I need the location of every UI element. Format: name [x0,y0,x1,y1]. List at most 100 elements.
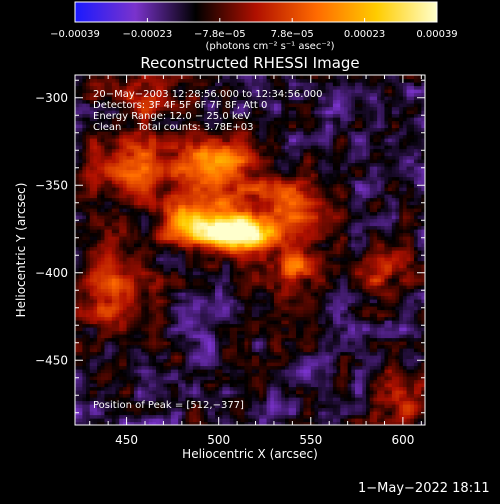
heatmap-cell [285,296,289,300]
heatmap-cell [388,415,392,419]
heatmap-cell [160,310,164,314]
heatmap-cell [174,345,178,349]
heatmap-cell [359,278,363,282]
heatmap-cell [366,285,370,289]
heatmap-cell [307,320,311,324]
heatmap-cell [274,359,278,363]
heatmap-cell [230,261,234,265]
heatmap-cell [337,292,341,296]
heatmap-cell [86,247,90,251]
heatmap-cell [340,355,344,359]
heatmap-cell [186,292,190,296]
heatmap-cell [127,411,131,415]
heatmap-cell [79,296,83,300]
heatmap-cell [407,254,411,258]
heatmap-cell [259,278,263,282]
heatmap-cell [186,261,190,265]
heatmap-cell [230,320,234,324]
heatmap-cell [141,376,145,380]
heatmap-cell [359,320,363,324]
heatmap-cell [348,275,352,279]
heatmap-cell [344,408,348,412]
heatmap-cell [340,383,344,387]
heatmap-cell [381,285,385,289]
heatmap-cell [259,303,263,307]
heatmap-cell [119,352,123,356]
heatmap-cell [167,268,171,272]
heatmap-cell [333,327,337,331]
heatmap-cell [289,271,293,275]
heatmap-cell [414,264,418,268]
heatmap-cell [377,359,381,363]
heatmap-cell [351,415,355,419]
heatmap-cell [322,261,326,265]
heatmap-cell [381,271,385,275]
heatmap-cell [318,338,322,342]
heatmap-cell [119,289,123,293]
heatmap-cell [197,296,201,300]
heatmap-cell [303,331,307,335]
heatmap-cell [278,387,282,391]
heatmap-cell [270,359,274,363]
heatmap-cell [108,250,112,254]
heatmap-cell [149,250,153,254]
heatmap-cell [167,320,171,324]
heatmap-cell [322,418,326,422]
heatmap-cell [197,261,201,265]
heatmap-cell [248,380,252,384]
heatmap-cell [108,394,112,398]
heatmap-cell [373,264,377,268]
heatmap-cell [182,257,186,261]
heatmap-cell [241,352,245,356]
heatmap-cell [370,401,374,405]
heatmap-cell [263,411,267,415]
heatmap-cell [256,324,260,328]
heatmap-cell [281,383,285,387]
heatmap-cell [410,264,414,268]
heatmap-cell [248,271,252,275]
heatmap-cell [399,397,403,401]
heatmap-cell [134,275,138,279]
heatmap-cell [292,359,296,363]
heatmap-cell [263,292,267,296]
heatmap-cell [366,243,370,247]
heatmap-cell [384,303,388,307]
heatmap-cell [300,352,304,356]
heatmap-cell [381,348,385,352]
heatmap-cell [230,303,234,307]
heatmap-cell [244,278,248,282]
heatmap-cell [197,264,201,268]
heatmap-cell [130,373,134,377]
heatmap-cell [174,327,178,331]
heatmap-cell [384,327,388,331]
heatmap-cell [208,338,212,342]
heatmap-cell [97,261,101,265]
heatmap-cell [256,303,260,307]
heatmap-cell [399,369,403,373]
heatmap-cell [318,418,322,422]
heatmap-cell [163,271,167,275]
heatmap-cell [396,338,400,342]
heatmap-cell [311,348,315,352]
colorbar-tick-label: 7.8e−05 [271,29,314,40]
heatmap-cell [222,348,226,352]
heatmap-cell [145,313,149,317]
heatmap-cell [138,387,142,391]
heatmap-cell [307,411,311,415]
heatmap-cell [116,394,120,398]
heatmap-cell [215,327,219,331]
heatmap-cell [333,380,337,384]
heatmap-cell [322,331,326,335]
heatmap-cell [75,240,79,244]
heatmap-cell [340,306,344,310]
heatmap-cell [174,362,178,366]
heatmap-cell [86,285,90,289]
heatmap-cell [197,376,201,380]
heatmap-cell [145,317,149,321]
heatmap-cell [326,271,330,275]
heatmap-cell [119,359,123,363]
heatmap-cell [256,250,260,254]
heatmap-cell [233,390,237,394]
heatmap-cell [318,411,322,415]
heatmap-cell [178,324,182,328]
